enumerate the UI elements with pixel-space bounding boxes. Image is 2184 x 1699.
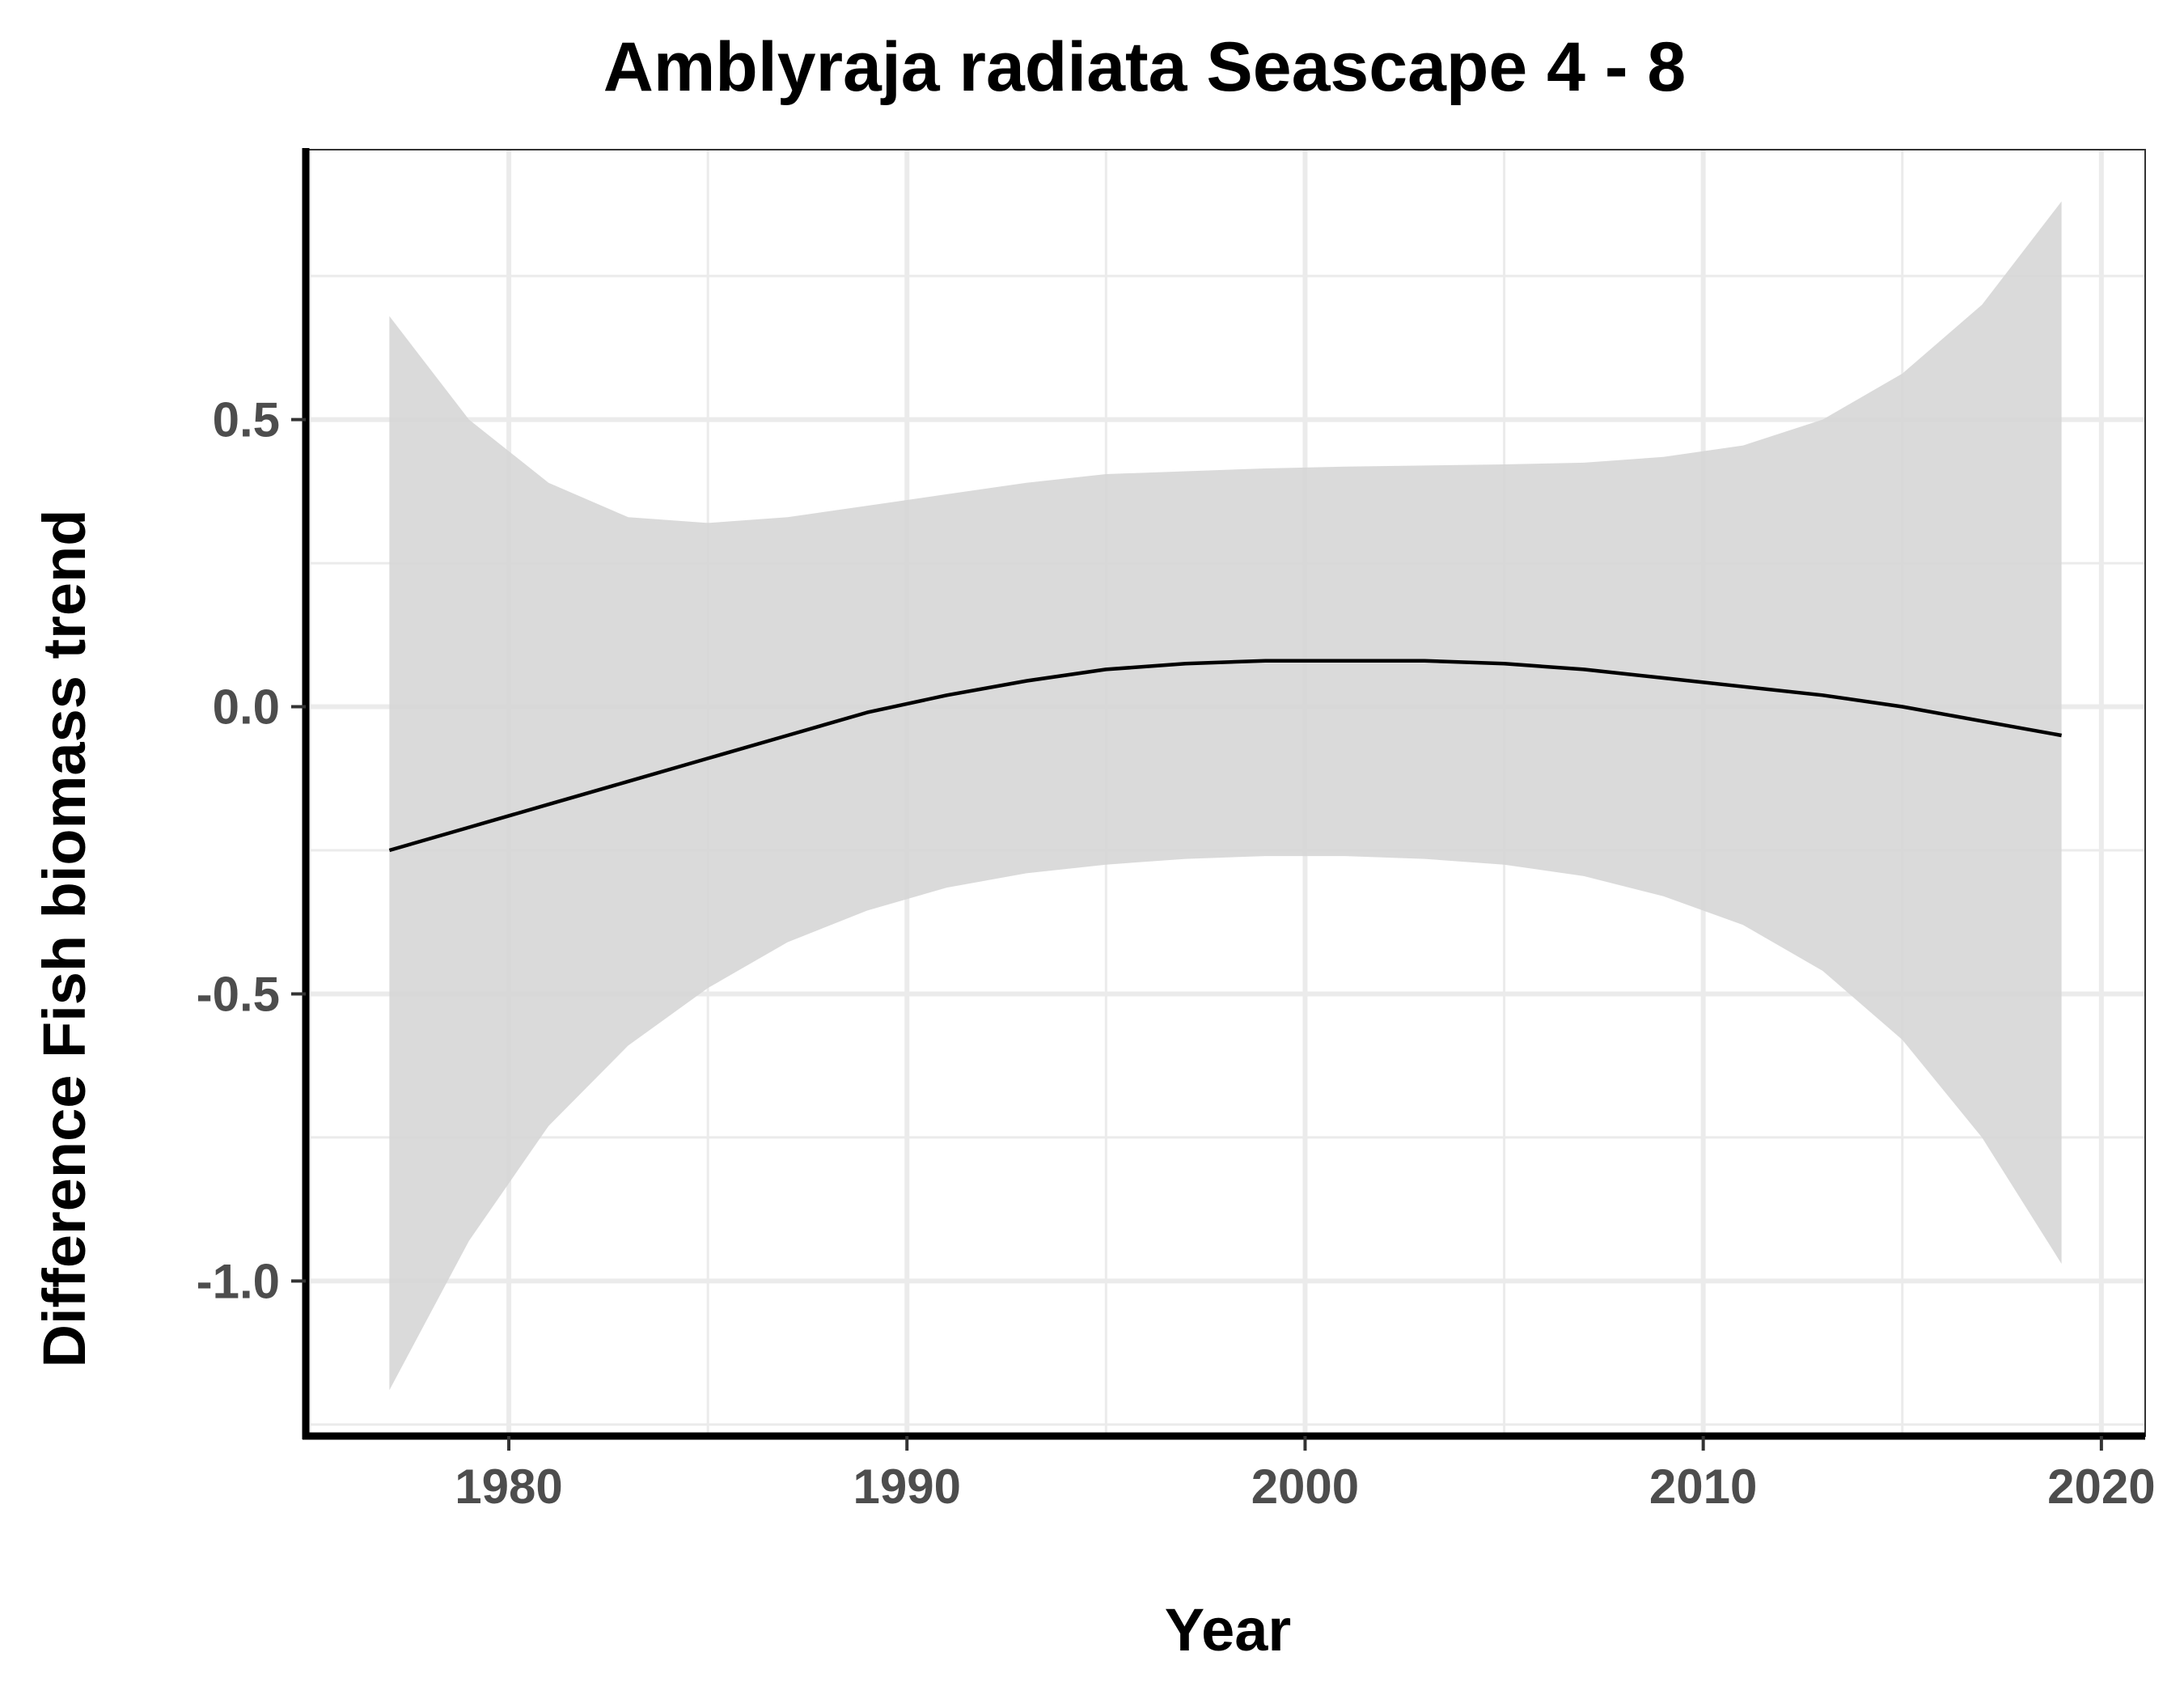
x-tick-label: 2000 <box>1251 1460 1359 1514</box>
x-axis-title: Year <box>1165 1596 1291 1663</box>
y-axis-title: Difference Fish biomass trend <box>31 510 98 1368</box>
plot-panel: 1980 1990 2000 2010 2020 -1.0 -0.5 0.0 0.5 <box>197 148 2156 1514</box>
y-tick-label: -0.5 <box>197 967 280 1021</box>
y-tick-label: 0.0 <box>213 680 280 735</box>
y-tick-label: 0.5 <box>213 393 280 447</box>
chart-title: Amblyraja radiata Seascape 4 - 8 <box>603 28 1687 106</box>
x-tick-label: 1980 <box>455 1460 562 1514</box>
x-tick-label: 1990 <box>853 1460 960 1514</box>
confidence-band <box>389 201 2062 1391</box>
y-tick-label: -1.0 <box>197 1254 280 1308</box>
trend-line <box>388 659 2062 853</box>
x-tick-label: 2010 <box>1649 1460 1757 1514</box>
x-tick-label: 2020 <box>2047 1460 2155 1514</box>
